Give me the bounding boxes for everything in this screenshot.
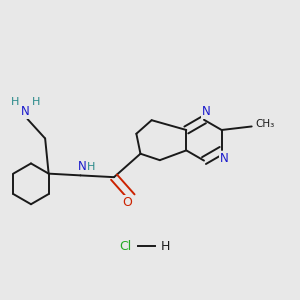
Text: H: H <box>161 240 170 253</box>
Text: Cl: Cl <box>119 240 132 253</box>
Text: N: N <box>78 160 87 173</box>
Text: N: N <box>202 105 210 119</box>
Text: H: H <box>32 98 41 107</box>
Text: O: O <box>123 196 133 209</box>
Text: N: N <box>21 105 30 118</box>
Text: H: H <box>11 98 19 107</box>
Text: N: N <box>220 152 229 165</box>
Text: CH₃: CH₃ <box>256 119 275 130</box>
Text: H: H <box>87 162 95 172</box>
